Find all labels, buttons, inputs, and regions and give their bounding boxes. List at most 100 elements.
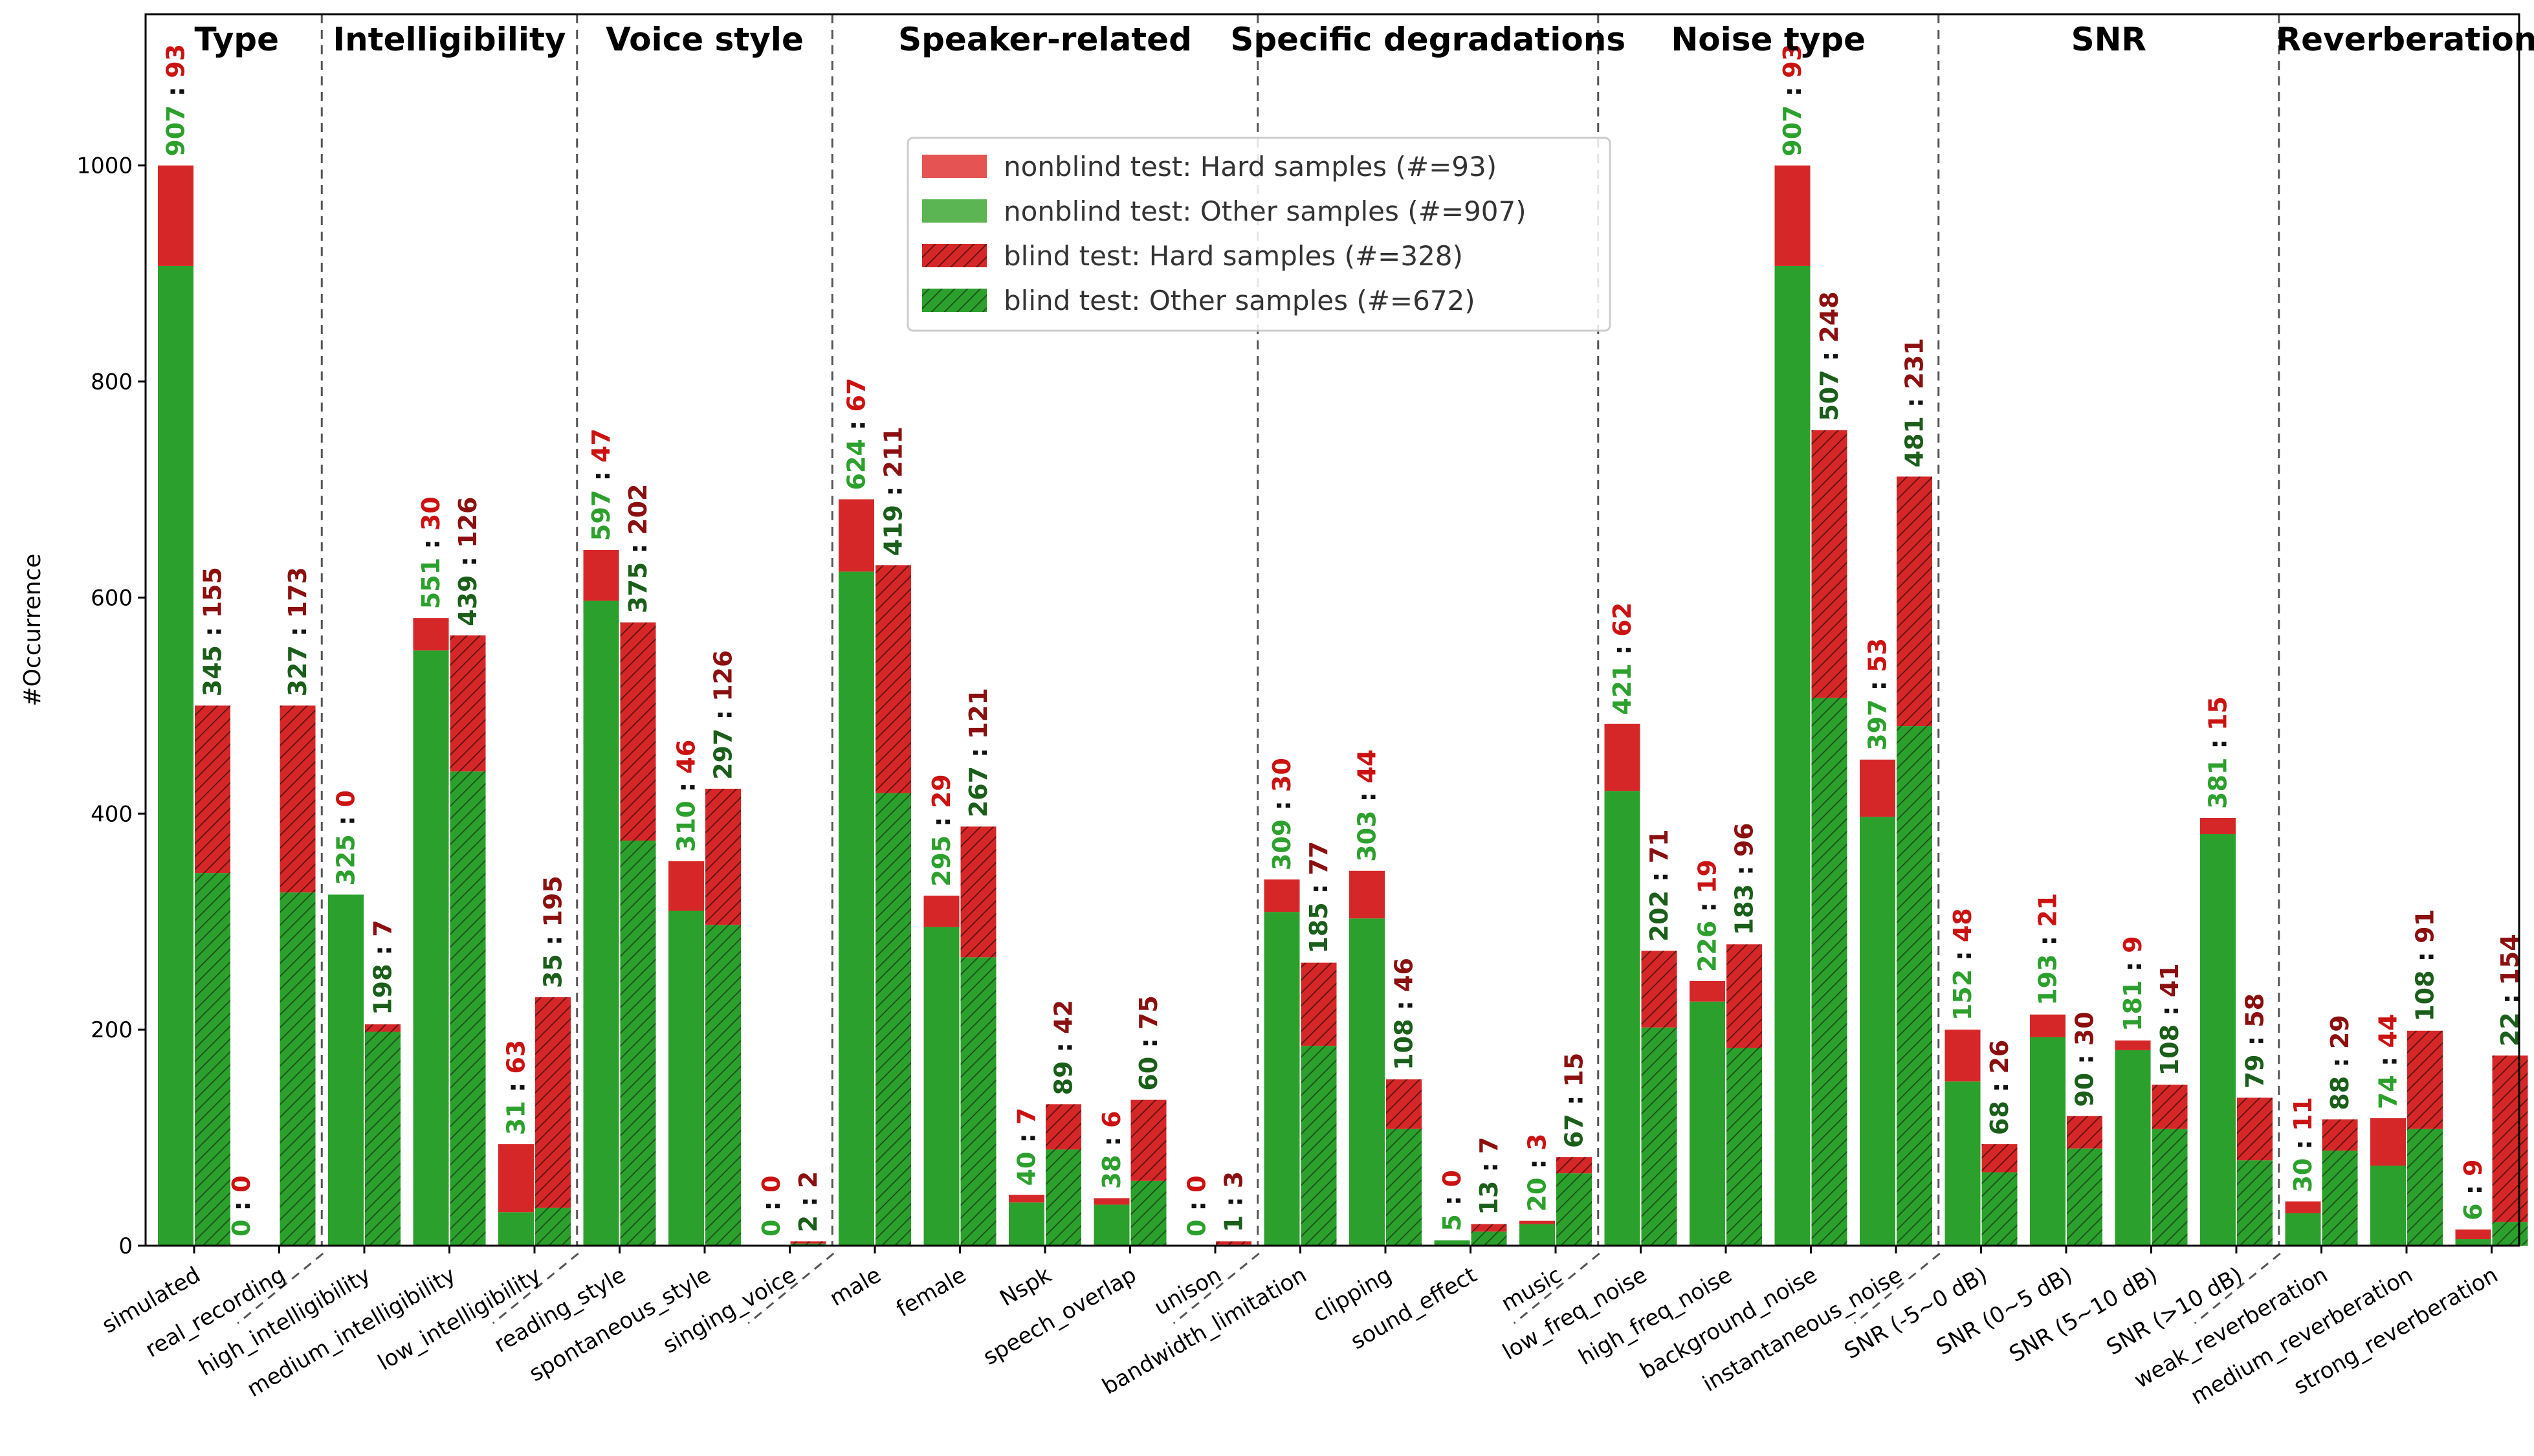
group-separator-tick	[2194, 1252, 2281, 1325]
clipping-blind-label: 108 : 46	[1390, 958, 1418, 1070]
high-intelligibility-nonblind-label: 325 : 0	[332, 790, 360, 885]
medium-reverberation-blind-other-bar	[2407, 1129, 2443, 1246]
x-tick-label-nspk: Nspk	[995, 1262, 1055, 1312]
medium-intelligibility-nonblind-other-bar	[413, 650, 449, 1246]
nspk-nonblind-other-bar	[1009, 1202, 1044, 1246]
group-separator-tick	[1853, 1252, 1941, 1325]
speech-overlap-nonblind-other-bar	[1094, 1204, 1130, 1246]
x-axis: simulatedreal_recordinghigh_intelligibil…	[98, 1246, 2502, 1410]
group-separator-tick	[237, 1252, 324, 1325]
legend-swatch-4	[922, 289, 987, 312]
female-nonblind-label: 295 : 29	[927, 774, 956, 887]
low-freq-noise-nonblind-other-bar	[1604, 791, 1640, 1246]
y-tick-label: 600	[91, 585, 133, 611]
music-blind-hard-bar	[1556, 1157, 1592, 1174]
high-intelligibility-blind-label: 198 : 7	[369, 920, 397, 1015]
real-recording-blind-other-bar	[280, 892, 316, 1246]
female-nonblind-hard-bar	[923, 896, 960, 927]
sound-effect-nonblind-label: 5 : 0	[1438, 1170, 1466, 1231]
singing-voice-blind-other-bar	[790, 1243, 826, 1246]
medium-reverberation-blind-label: 108 : 91	[2411, 909, 2440, 1022]
low-intelligibility-nonblind-hard-bar	[498, 1144, 534, 1213]
weak-reverberation-nonblind-label: 30 : 11	[2289, 1097, 2317, 1192]
legend-entry-1: nonblind test: Hard samples (#=93)	[1004, 151, 1497, 182]
snr-5-0-db-blind-label: 68 : 26	[1985, 1040, 2014, 1135]
legend-swatch-2	[922, 199, 987, 223]
background-noise-nonblind-label: 907 : 93	[1778, 44, 1807, 157]
background-noise-nonblind-other-bar	[1774, 265, 1811, 1246]
snr-5-0-db-nonblind-hard-bar	[1945, 1030, 1981, 1082]
nspk-nonblind-hard-bar	[1009, 1195, 1044, 1203]
medium-reverberation-nonblind-label: 74 : 44	[2374, 1014, 2403, 1109]
high-intelligibility-blind-hard-bar	[365, 1024, 401, 1032]
plot-frame	[144, 13, 2520, 1247]
instantaneous-noise-blind-label: 481 : 231	[1900, 338, 1929, 467]
group-title-speaker-related: Speaker-related	[898, 21, 1192, 58]
sound-effect-blind-label: 13 : 7	[1475, 1137, 1503, 1215]
low-intelligibility-nonblind-label: 31 : 63	[502, 1040, 531, 1135]
legend-swatch-3	[922, 244, 987, 267]
snr-5-0-db-nonblind-other-bar	[1945, 1081, 1981, 1246]
bandwidth-limitation-nonblind-hard-bar	[1264, 879, 1300, 912]
snr-5-10-db-nonblind-hard-bar	[2115, 1040, 2151, 1050]
high-intelligibility-nonblind-other-bar	[328, 894, 364, 1246]
simulated-blind-label: 345 : 155	[199, 567, 227, 696]
medium-intelligibility-nonblind-hard-bar	[413, 618, 449, 651]
legend-entry-3: blind test: Hard samples (#=328)	[1004, 240, 1463, 272]
strong-reverberation-nonblind-label: 6 : 9	[2459, 1159, 2487, 1220]
speech-overlap-blind-label: 60 : 75	[1134, 995, 1163, 1090]
speech-overlap-nonblind-label: 38 : 6	[1097, 1111, 1126, 1189]
x-tick-label-snr-5-0-db: SNR (-5~0 dB)	[1840, 1262, 1992, 1365]
weak-reverberation-blind-hard-bar	[2322, 1119, 2358, 1151]
legend-entry-4: blind test: Other samples (#=672)	[1004, 285, 1475, 316]
group-title-type: Type	[195, 21, 279, 58]
unison-blind-label: 1 : 3	[1220, 1171, 1248, 1233]
weak-reverberation-blind-label: 88 : 29	[2326, 1015, 2354, 1110]
low-freq-noise-blind-other-bar	[1641, 1027, 1677, 1246]
strong-reverberation-blind-other-bar	[2492, 1222, 2528, 1246]
singing-voice-nonblind-label: 0 : 0	[757, 1175, 786, 1237]
high-freq-noise-nonblind-hard-bar	[1690, 981, 1725, 1002]
snr-5-10-db-nonblind-other-bar	[2115, 1050, 2151, 1246]
snr-5-10-db-blind-label: 108 : 41	[2155, 963, 2184, 1075]
snr-10-db-nonblind-other-bar	[2200, 833, 2236, 1246]
snr-10-db-blind-other-bar	[2237, 1160, 2273, 1246]
medium-intelligibility-blind-hard-bar	[450, 635, 486, 772]
music-nonblind-other-bar	[1519, 1224, 1555, 1246]
low-freq-noise-nonblind-hard-bar	[1604, 723, 1640, 791]
clipping-nonblind-hard-bar	[1349, 870, 1385, 919]
nspk-blind-hard-bar	[1046, 1104, 1081, 1150]
speech-overlap-blind-hard-bar	[1130, 1099, 1167, 1181]
male-blind-label: 419 : 211	[879, 426, 908, 556]
background-noise-blind-label: 507 : 248	[1815, 291, 1844, 421]
unison-blind-hard-bar	[1216, 1241, 1251, 1245]
sound-effect-blind-hard-bar	[1471, 1224, 1507, 1232]
group-title-snr: SNR	[2071, 21, 2146, 58]
strong-reverberation-nonblind-other-bar	[2455, 1239, 2491, 1246]
medium-intelligibility-blind-label: 439 : 126	[454, 497, 482, 626]
weak-reverberation-nonblind-other-bar	[2285, 1213, 2321, 1246]
spontaneous-style-nonblind-label: 310 : 46	[672, 740, 701, 852]
instantaneous-noise-blind-hard-bar	[1897, 476, 1932, 727]
spontaneous-style-nonblind-hard-bar	[668, 861, 704, 911]
snr-5-10-db-blind-other-bar	[2152, 1129, 2188, 1246]
group-title-noise-type: Noise type	[1671, 21, 1866, 58]
weak-reverberation-blind-other-bar	[2322, 1151, 2358, 1246]
instantaneous-noise-blind-other-bar	[1897, 726, 1932, 1246]
sound-effect-blind-other-bar	[1471, 1231, 1507, 1246]
spontaneous-style-blind-label: 297 : 126	[709, 650, 738, 780]
x-tick-label-female: female	[892, 1262, 971, 1322]
snr-5-0-db-blind-other-bar	[1981, 1172, 2018, 1246]
clipping-nonblind-label: 303 : 44	[1353, 749, 1382, 862]
female-blind-other-bar	[960, 957, 997, 1246]
instantaneous-noise-nonblind-hard-bar	[1860, 759, 1895, 817]
low-freq-noise-blind-hard-bar	[1641, 951, 1677, 1028]
speech-overlap-nonblind-hard-bar	[1094, 1198, 1130, 1205]
bar-value-labels: 907 : 93 345 : 155 327 : 173 325 : 0 198 : 7…	[162, 44, 2525, 1237]
snr-5-10-db-blind-hard-bar	[2152, 1085, 2188, 1129]
male-nonblind-other-bar	[839, 571, 874, 1246]
background-noise-nonblind-hard-bar	[1774, 165, 1811, 266]
male-nonblind-label: 624 : 67	[843, 378, 871, 491]
y-axis: 0 200 400 600 800 1000 #Occurrence	[19, 153, 146, 1259]
